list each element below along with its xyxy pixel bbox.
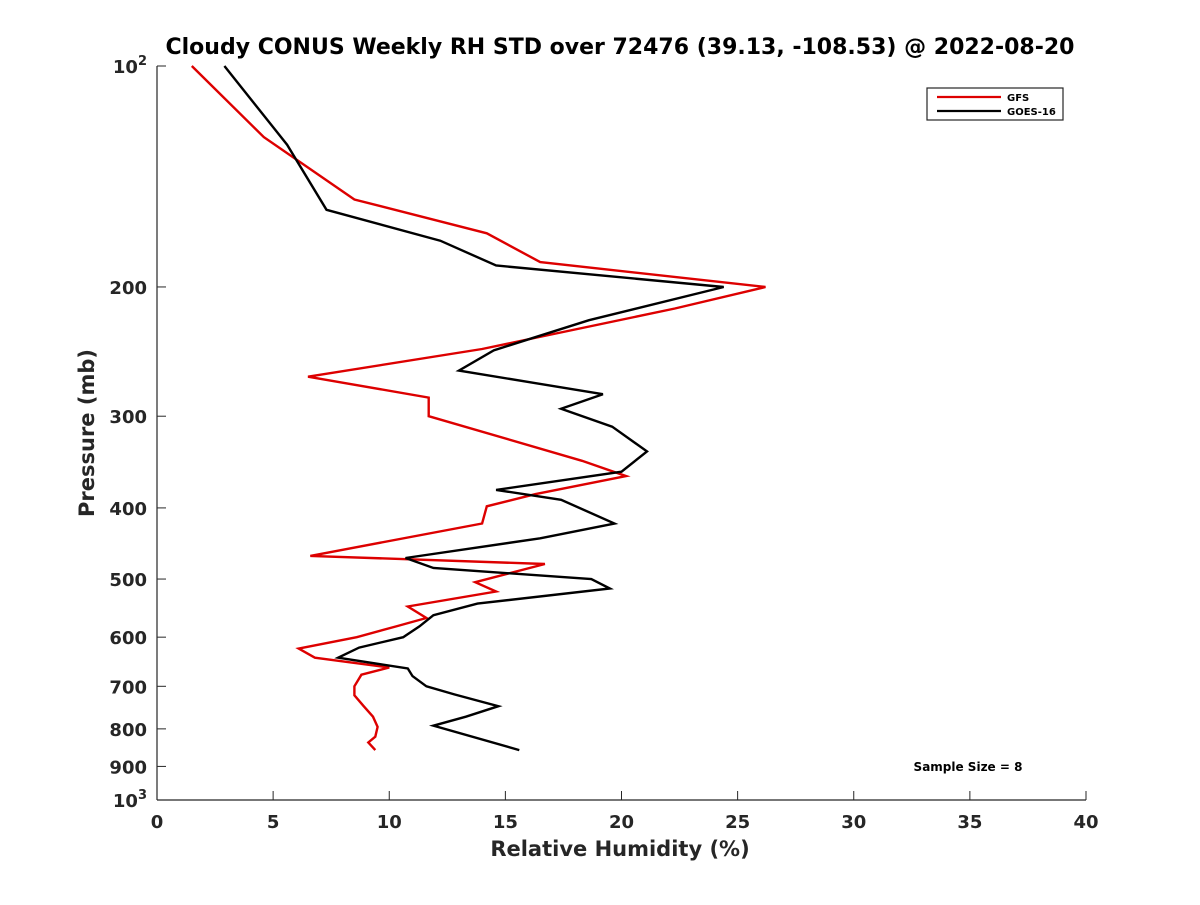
x-tick-label: 0 [151,812,164,833]
y-tick-label: 600 [109,628,147,649]
y-tick-label: 400 [109,499,147,520]
y-tick-label: 103 [113,788,147,812]
y-tick-label: 500 [109,570,147,591]
x-tick-label: 40 [1073,812,1098,833]
y-tick-label: 102 [113,54,147,78]
series-layer [190,65,766,752]
legend[interactable]: GFS GOES-16 [926,87,1064,121]
x-axis-label: Relative Humidity (%) [490,837,749,861]
x-tick-label: 25 [725,812,750,833]
y-tick-label: 300 [109,407,147,428]
y-tick-label: 800 [109,720,147,741]
x-tick-label: 5 [267,812,280,833]
legend-box [926,87,1064,121]
x-tick-label: 15 [493,812,518,833]
legend-label-gfs: GFS [1007,93,1029,104]
x-tick-label: 20 [609,812,634,833]
y-tick-label: 700 [109,677,147,698]
axes: 0 5 10 15 20 25 30 35 40 102 200 300 400 500 600 700 800… [109,54,1098,833]
series-line-goes-16 [223,65,724,752]
x-tick-label: 35 [957,812,982,833]
x-tick-label: 30 [841,812,866,833]
legend-label-goes-16: GOES-16 [1007,107,1056,118]
y-tick-label: 900 [109,757,147,778]
sample-size-annotation: Sample Size = 8 [914,760,1023,774]
x-tick-label: 10 [377,812,402,833]
chart-title: Cloudy CONUS Weekly RH STD over 72476 (3… [166,35,1075,60]
y-tick-label: 200 [109,278,147,299]
y-axis-label: Pressure (mb) [75,349,99,517]
series-line-gfs [190,65,766,751]
